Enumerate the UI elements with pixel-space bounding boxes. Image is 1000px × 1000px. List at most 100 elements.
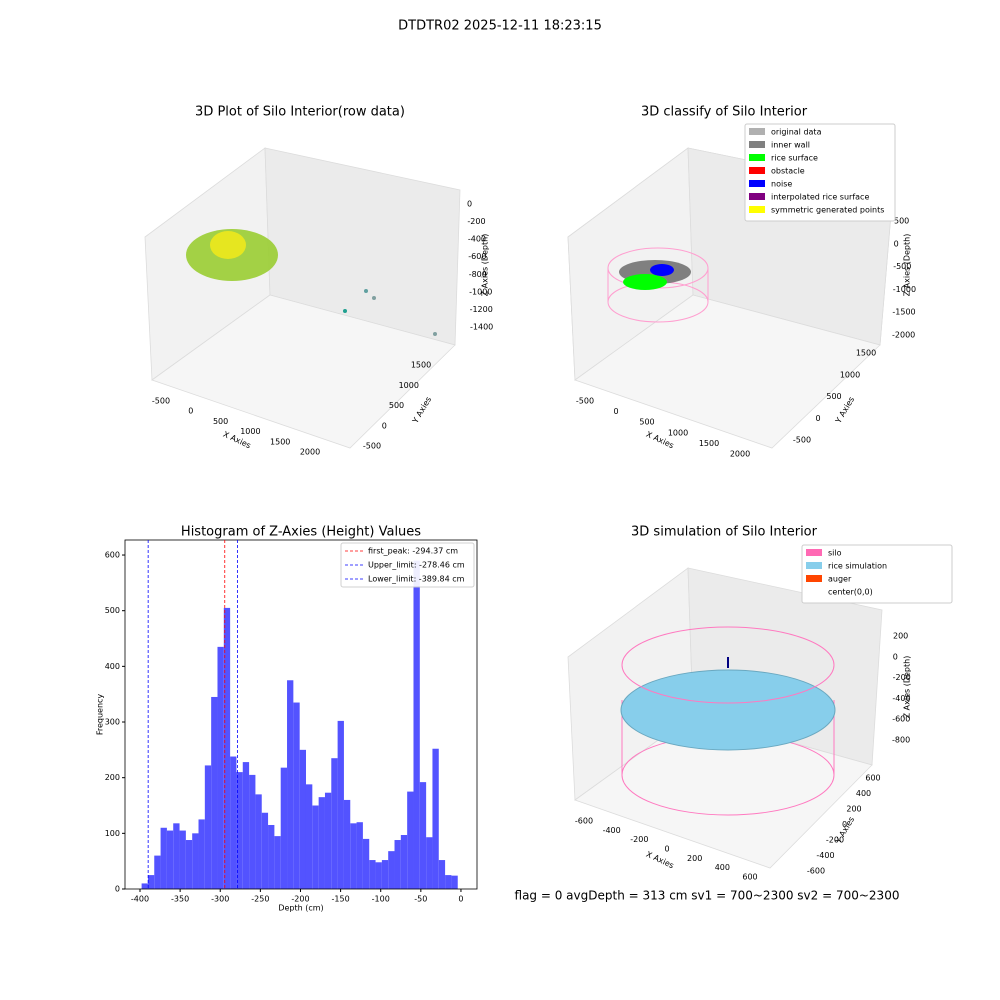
z-tick-label: -600 — [468, 252, 486, 261]
y-tick-label: 0 — [842, 820, 847, 829]
y-tick-label: 400 — [105, 662, 120, 671]
bar — [230, 756, 237, 889]
x-tick-label: 1500 — [270, 437, 290, 446]
z-tick-label: 0 — [893, 652, 898, 661]
z-tick-label: 0 — [894, 239, 899, 248]
y-tick-label: 600 — [105, 551, 120, 560]
x-tick-label: 400 — [715, 863, 730, 872]
bar — [204, 765, 212, 889]
bar — [185, 840, 193, 889]
bar — [242, 762, 250, 889]
bar — [318, 797, 325, 889]
x-tick-label: 0 — [664, 845, 669, 854]
x-tick-label: -350 — [171, 895, 189, 904]
legend-label: interpolated rice surface — [771, 193, 869, 202]
bar — [407, 791, 414, 889]
y-tick-label: 1000 — [840, 370, 860, 379]
legend-label: rice surface — [771, 154, 818, 163]
bar — [419, 782, 427, 889]
x-tick-label: -400 — [131, 895, 149, 904]
bar — [255, 794, 262, 889]
legend-swatch — [749, 128, 765, 135]
bar — [324, 792, 332, 889]
y-tick-label: 500 — [826, 392, 841, 401]
point-cloud — [186, 229, 836, 816]
legend-box — [340, 542, 475, 588]
z-axis-label: Z Axies (Depth) — [903, 656, 912, 719]
y-axis-label: Y Axies — [833, 815, 856, 845]
z-tick-label: -500 — [893, 262, 911, 271]
chart-title: 3D classify of Silo Interior — [641, 105, 808, 120]
x-tick-label: -200 — [630, 835, 648, 844]
x-tick-label: 500 — [639, 418, 654, 427]
chart-title: 3D simulation of Silo Interior — [631, 525, 818, 540]
x-tick-label: -100 — [372, 895, 390, 904]
legend-label: inner wall — [771, 141, 810, 150]
x-tick-label: 1500 — [699, 439, 719, 448]
legend-label: Upper_limit: -278.46 cm — [368, 561, 465, 570]
bar — [154, 855, 161, 889]
legend-label: obstacle — [771, 167, 805, 176]
bar — [375, 862, 382, 889]
bar — [249, 774, 256, 889]
y-tick-label: 1500 — [856, 349, 876, 358]
x-axis-label: X Axies — [645, 850, 676, 871]
legend-label: auger — [828, 575, 852, 584]
x-tick-label: 1000 — [668, 428, 688, 437]
x-tick-label: 1000 — [240, 427, 260, 436]
x-tick-label: 500 — [213, 417, 228, 426]
bar — [356, 822, 363, 889]
chart-title: Histogram of Z-Axies (Height) Values — [181, 525, 421, 540]
bar — [337, 720, 344, 889]
y-tick-label: 0 — [115, 885, 120, 894]
bar — [426, 837, 433, 889]
legend-label: rice simulation — [828, 562, 887, 571]
bar — [261, 812, 269, 889]
x-tick-label: 0 — [188, 407, 193, 416]
z-axis-label: Z Axies (Depth) — [903, 234, 912, 297]
bar — [166, 830, 174, 889]
bar — [217, 646, 224, 889]
bar — [287, 680, 294, 889]
legend-swatch — [749, 193, 765, 200]
bar — [388, 851, 395, 889]
legend-swatch — [749, 167, 765, 174]
bar — [160, 827, 167, 889]
z-tick-label: -400 — [892, 694, 910, 703]
legend-swatch — [806, 549, 822, 556]
y-tick-label: -500 — [793, 436, 811, 445]
bar — [236, 772, 243, 889]
bar — [293, 702, 300, 889]
x-tick-label: 0 — [613, 407, 618, 416]
z-tick-label: -1000 — [893, 285, 916, 294]
z-tick-label: -2000 — [892, 331, 915, 340]
bar — [369, 860, 376, 889]
legend-label: noise — [771, 180, 792, 189]
z-tick-label: 200 — [893, 632, 908, 641]
legend-label: center(0,0) — [828, 588, 873, 597]
legend-swatch — [749, 180, 765, 187]
bar — [274, 836, 281, 889]
y-tick-label: 200 — [105, 773, 120, 782]
bar — [147, 875, 155, 889]
legend-swatch — [806, 588, 822, 595]
legend-swatch — [806, 562, 822, 569]
legend-swatch — [806, 575, 822, 582]
z-tick-label: -800 — [469, 270, 487, 279]
y-tick-label: 600 — [865, 774, 880, 783]
legend-swatch — [749, 154, 765, 161]
x-tick-label: 2000 — [730, 450, 750, 459]
y-tick-label: -600 — [807, 867, 825, 876]
bar — [198, 819, 205, 889]
legend-label: original data — [771, 128, 822, 137]
bar — [362, 838, 370, 889]
z-tick-label: -1400 — [470, 323, 493, 332]
bar — [223, 607, 231, 889]
z-tick-label: -1500 — [892, 308, 915, 317]
suptitle: DTDTR02 2025-12-11 18:23:15 — [398, 19, 602, 34]
legend-label: Lower_limit: -389.84 cm — [368, 575, 465, 584]
y-tick-label: 300 — [105, 718, 120, 727]
legend-box — [801, 544, 953, 604]
y-axis-label: Frequency — [96, 694, 105, 736]
